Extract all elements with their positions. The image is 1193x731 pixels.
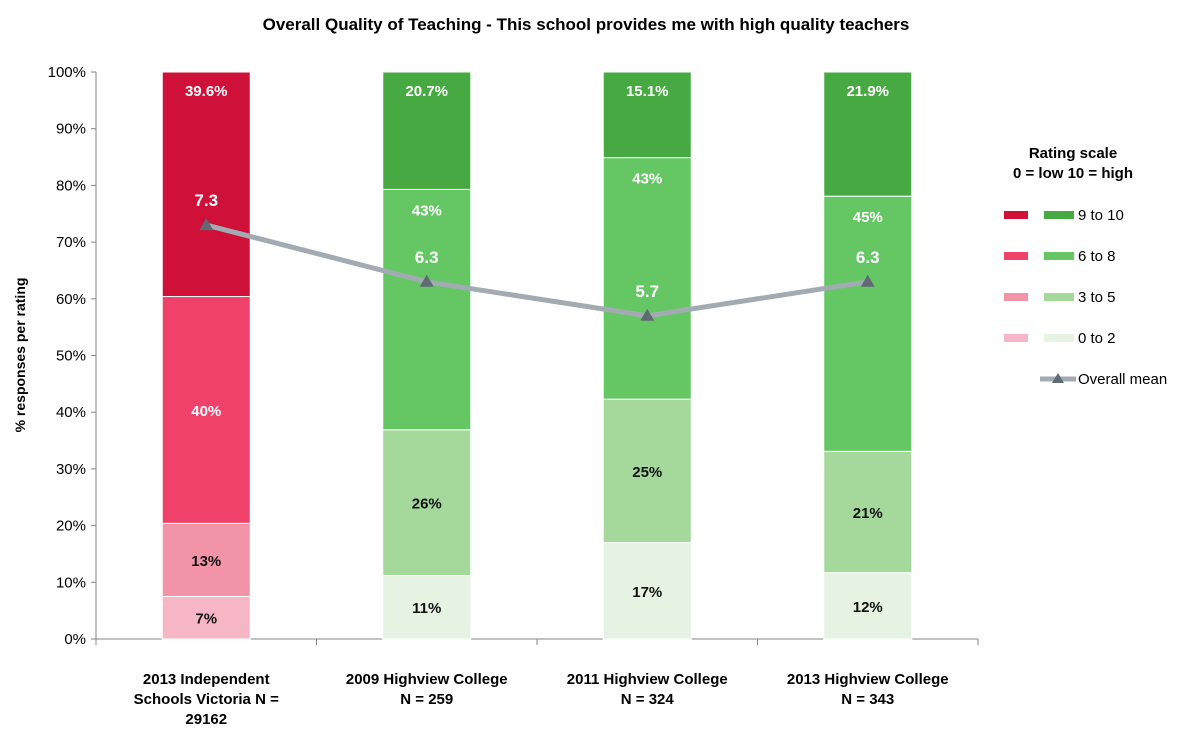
y-tick-label: 80% (56, 177, 86, 194)
axes: 0% 10% 20% 30% 40% 50% 60% 70% 80% 90% 100% 2013 In… (48, 64, 979, 728)
mean-value-label: 5.7 (635, 282, 659, 301)
x-category-label: 2013 Highview College (787, 671, 949, 688)
y-tick-label: 70% (56, 234, 86, 251)
y-tick-label: 90% (56, 121, 86, 138)
bar-segment-3-to-5 (823, 450, 913, 574)
legend-mean-label: Overall mean (1078, 371, 1167, 388)
bar-segment-9-to-10 (161, 71, 251, 298)
y-tick-label: 40% (56, 404, 86, 421)
data-label: 11% (412, 600, 441, 617)
x-category-label: 2009 Highview College (346, 671, 508, 688)
data-label: 15.1% (626, 83, 669, 100)
data-label: 13% (191, 553, 221, 570)
bar-segment-6-to-8 (161, 296, 251, 524)
data-label: 7% (195, 611, 217, 628)
x-category-label: Schools Victoria N = (134, 691, 279, 708)
bar-segment-3-to-5 (602, 398, 692, 544)
legend-swatch-reference (1004, 334, 1028, 342)
y-tick-label: 60% (56, 291, 86, 308)
bars: 7% 13% 40% 39.6% 11% 26% 43% 20.7% 17% 25% 43% 15.1… (161, 71, 913, 640)
y-tick-label: 100% (48, 64, 86, 81)
bar-segment-9-to-10 (382, 71, 472, 190)
mean-line (205, 222, 869, 319)
legend-swatch-school (1044, 293, 1074, 301)
chart-title: Overall Quality of Teaching - This schoo… (263, 15, 910, 34)
bar-segment-9-to-10 (602, 71, 692, 159)
legend-mean-marker (1052, 373, 1064, 383)
mean-marker (640, 308, 655, 321)
legend-item-label: 9 to 10 (1078, 207, 1124, 224)
y-tick-label: 10% (56, 574, 86, 591)
mean-value-label: 7.3 (194, 191, 218, 210)
legend-swatch-reference (1004, 211, 1028, 219)
data-label: 39.6% (185, 83, 228, 100)
data-label: 21.9% (846, 83, 889, 100)
mean-marker (199, 218, 214, 231)
y-tick-label: 20% (56, 518, 86, 535)
data-label: 21% (853, 505, 883, 522)
data-label: 17% (632, 584, 662, 601)
data-label: 25% (632, 464, 662, 481)
data-label: 45% (853, 209, 883, 226)
y-axis-title: % responses per rating (12, 278, 28, 433)
data-label: 12% (853, 599, 883, 616)
legend-swatch-reference (1004, 252, 1028, 260)
data-label: 20.7% (405, 83, 448, 100)
bar-segment-3-to-5 (161, 522, 251, 597)
x-category-label: N = 343 (841, 691, 894, 708)
x-category-label: 2013 Independent (143, 671, 270, 688)
data-label: 43% (412, 202, 442, 219)
y-tick-label: 50% (56, 348, 86, 365)
legend-item-label: 3 to 5 (1078, 289, 1116, 306)
data-label: 40% (191, 403, 221, 420)
legend-item-label: 0 to 2 (1078, 330, 1116, 347)
bar-segment-3-to-5 (382, 429, 472, 576)
bar-segment-0-to-2 (823, 572, 913, 640)
legend-swatch-school (1044, 252, 1074, 260)
bar-segment-0-to-2 (602, 542, 692, 640)
x-category-label: 29162 (185, 711, 227, 728)
x-category-label: N = 324 (621, 691, 675, 708)
legend-subtitle: 0 = low 10 = high (1013, 165, 1133, 182)
x-category-label: 2011 Highview College (567, 671, 728, 688)
mean-marker (860, 274, 875, 287)
y-tick-label: 30% (56, 461, 86, 478)
mean-marker (419, 274, 434, 287)
data-label: 26% (412, 496, 442, 513)
bar-segment-9-to-10 (823, 71, 913, 197)
legend-swatch-reference (1004, 293, 1028, 301)
bar-segment-0-to-2 (161, 595, 251, 640)
legend-item-label: 6 to 8 (1078, 248, 1116, 265)
legend-swatch-school (1044, 211, 1074, 219)
x-category-label: N = 259 (400, 691, 453, 708)
mean-value-label: 6.3 (415, 248, 439, 267)
bar-segment-6-to-8 (382, 188, 472, 431)
legend: Rating scale 0 = low 10 = high 9 to 10 6 to… (1004, 145, 1167, 388)
data-label: 43% (632, 171, 662, 188)
mean-series: 7.3 6.3 5.7 6.3 (194, 191, 880, 321)
y-tick-label: 0% (64, 631, 86, 648)
bar-segment-6-to-8 (823, 195, 913, 452)
mean-value-label: 6.3 (856, 248, 880, 267)
legend-swatch-school (1044, 334, 1074, 342)
legend-title: Rating scale (1029, 145, 1117, 162)
bar-segment-6-to-8 (602, 157, 692, 400)
